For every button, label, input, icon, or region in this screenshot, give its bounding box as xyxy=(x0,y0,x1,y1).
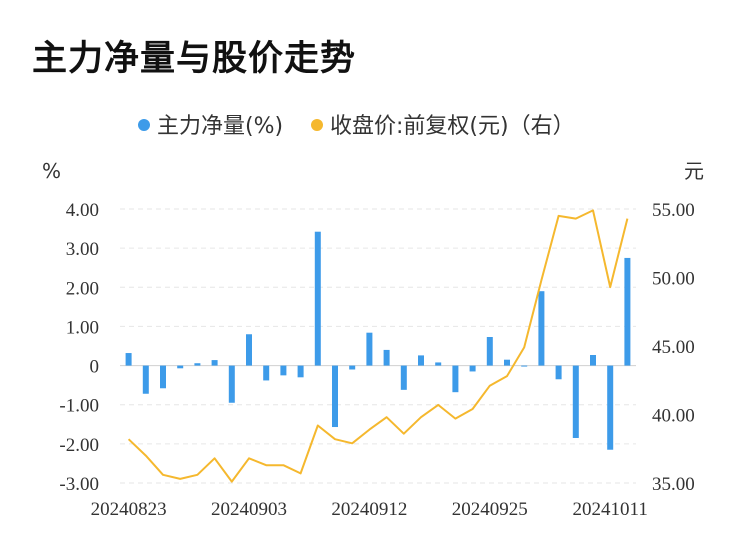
y-left-tick-label: 2.00 xyxy=(66,278,99,299)
legend-marker-1 xyxy=(138,119,150,131)
bar xyxy=(486,336,493,366)
bar xyxy=(418,355,424,366)
x-tick-label: 20240925 xyxy=(452,499,528,520)
bar xyxy=(332,365,338,428)
y-right-tick-label: 35.00 xyxy=(652,474,695,495)
bar xyxy=(142,365,149,394)
x-tick-label: 20241011 xyxy=(573,499,648,520)
bar xyxy=(590,355,596,366)
y-right-tick-label: 50.00 xyxy=(652,269,695,290)
bar xyxy=(624,257,631,366)
legend-marker-2 xyxy=(311,119,323,131)
bar xyxy=(349,365,356,370)
bar xyxy=(469,365,476,372)
bar xyxy=(177,365,184,369)
x-tick-label: 20240903 xyxy=(211,499,287,520)
bar xyxy=(280,365,287,376)
axis-units: % 元 xyxy=(42,159,704,183)
bar xyxy=(366,332,373,366)
legend-label-2: 收盘价:前复权(元)（右） xyxy=(330,114,575,139)
x-tick-label: 20240912 xyxy=(331,499,407,520)
y-axis-left: 4.00 3.00 2.00 1.00 0 -1.00 -2.00 -3.00 xyxy=(59,200,99,495)
bar xyxy=(400,365,407,390)
x-axis: 20240823 20240903 20240912 20240925 20241011 xyxy=(91,499,648,520)
bar xyxy=(211,360,218,366)
bar xyxy=(246,334,252,366)
y-left-tick-label: 3.00 xyxy=(66,239,99,260)
y-left-tick-label: -3.00 xyxy=(59,474,99,495)
y-left-tick-label: -2.00 xyxy=(59,435,99,456)
bar-series xyxy=(125,231,631,450)
y-right-unit: 元 xyxy=(684,159,704,183)
price-line xyxy=(127,209,629,483)
y-right-tick-label: 45.00 xyxy=(652,337,695,358)
bar xyxy=(263,365,270,381)
bar xyxy=(555,365,562,380)
bar xyxy=(383,349,390,366)
grid-lines xyxy=(120,208,636,484)
y-left-tick-label: -1.00 xyxy=(59,396,99,417)
y-right-tick-label: 55.00 xyxy=(652,200,695,221)
y-left-tick-label: 4.00 xyxy=(66,200,99,221)
y-left-tick-label: 0 xyxy=(90,357,100,378)
bar xyxy=(607,365,614,450)
x-tick-label: 20240823 xyxy=(91,499,167,520)
page-title: 主力净量与股价走势 xyxy=(32,39,357,79)
y-left-unit: % xyxy=(42,159,61,183)
line-series xyxy=(127,209,629,483)
legend: 主力净量(%) 收盘价:前复权(元)（右） xyxy=(138,114,575,139)
bar xyxy=(314,231,321,366)
bar xyxy=(194,363,201,366)
bar xyxy=(228,365,235,403)
bar xyxy=(504,359,510,366)
bar xyxy=(572,365,579,438)
bar xyxy=(452,365,459,393)
legend-label-1: 主力净量(%) xyxy=(157,114,283,139)
bar xyxy=(435,362,442,366)
y-left-tick-label: 1.00 xyxy=(66,317,99,338)
bar xyxy=(521,365,528,367)
bar xyxy=(538,291,545,366)
bar xyxy=(297,365,304,378)
bar xyxy=(125,353,132,366)
y-axis-right: 55.00 50.00 45.00 40.00 35.00 xyxy=(652,200,695,495)
y-right-tick-label: 40.00 xyxy=(652,406,695,427)
bar xyxy=(160,365,166,389)
